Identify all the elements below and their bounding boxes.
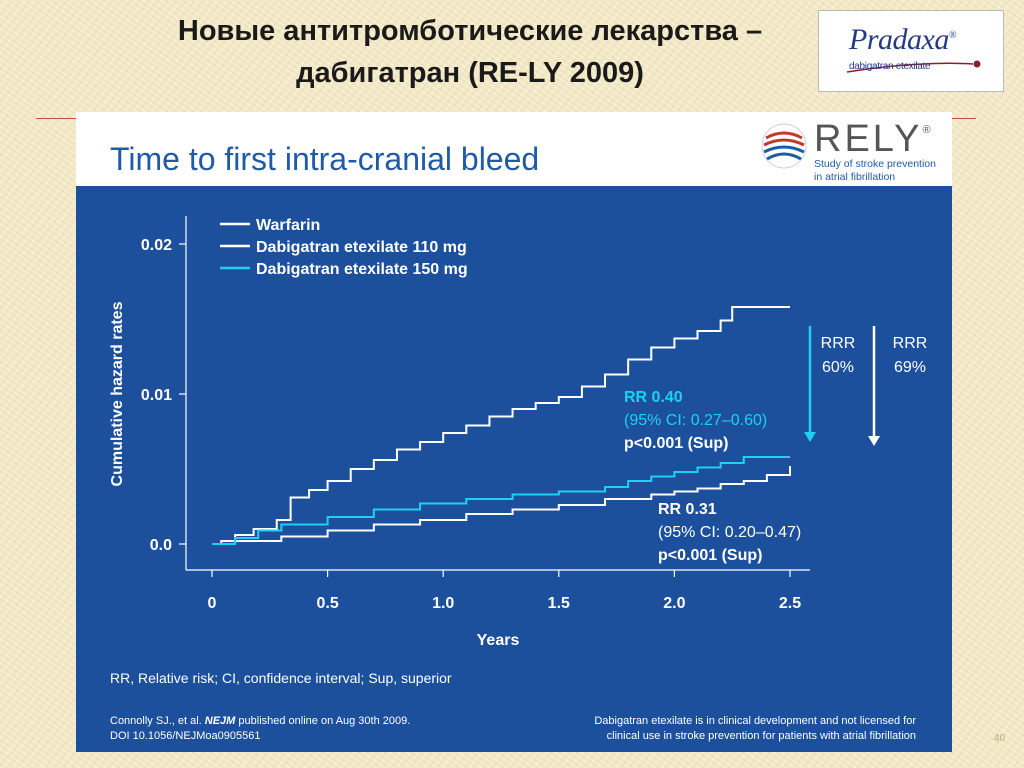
legend-label-2: Dabigatran etexilate 110 mg xyxy=(256,239,467,256)
rely-logo-tagline: Study of stroke prevention in atrial fib… xyxy=(814,158,952,184)
annotation-4: RR 0.31 xyxy=(658,501,717,518)
panel-header: Time to first intra-cranial bleed RELY® … xyxy=(76,112,952,186)
citation-journal: NEJM xyxy=(204,715,236,727)
chart-footnote: RR, Relative risk; CI, confidence interv… xyxy=(110,670,452,686)
x-tick-label: 0 xyxy=(208,595,217,612)
y-axis-label: Cumulative hazard rates xyxy=(109,301,126,486)
citation: Connolly SJ., et al. NEJM published onli… xyxy=(110,714,410,744)
disclaimer: Dabigatran etexilate is in clinical deve… xyxy=(594,714,916,744)
slide-panel: Time to first intra-cranial bleed RELY® … xyxy=(76,112,952,752)
annotation-2: (95% CI: 0.27–0.60) xyxy=(624,412,767,429)
rely-globe-icon xyxy=(761,123,807,169)
annotation-1: RR 0.40 xyxy=(624,389,683,406)
x-tick-label: 2.0 xyxy=(663,595,685,612)
citation-doi: DOI 10.1056/NEJMoa0905561 xyxy=(110,730,261,742)
x-axis-label: Years xyxy=(477,632,520,649)
series-line-3 xyxy=(212,456,790,545)
rely-logo: RELY® Study of stroke prevention in atri… xyxy=(758,116,948,183)
rely-logo-name: RELY® xyxy=(814,118,931,160)
y-tick-label: 0.0 xyxy=(150,537,172,554)
chart-area: 0.0 0.01 0.02 0 0.5 1.0 1.5 2.0 2.5 Years Cumulati… xyxy=(76,186,952,752)
y-tick-label: 0.02 xyxy=(141,237,172,254)
citation-author: Connolly SJ., et al. xyxy=(110,715,205,727)
chart-heading: Time to first intra-cranial bleed xyxy=(110,141,540,177)
pradaxa-logo: Pradaxa® dabigatran etexilate xyxy=(818,10,1004,92)
rrr-label-2-line-1: RRR xyxy=(893,335,928,352)
rrr-label-1-line-1: RRR xyxy=(821,335,856,352)
citation-published: published online on Aug 30th 2009. xyxy=(235,715,411,727)
x-tick-label: 1.5 xyxy=(548,595,570,612)
series-line-2 xyxy=(212,466,791,545)
legend-label-1: Warfarin xyxy=(256,217,320,234)
slide-title-line-2: дабигатран (RE-LY 2009) xyxy=(296,57,644,89)
rrr-arrow-head-1 xyxy=(804,432,816,442)
annotation-6: p<0.001 (Sup) xyxy=(658,547,762,564)
disclaimer-line-1: Dabigatran etexilate is in clinical deve… xyxy=(594,715,916,727)
y-tick-label: 0.01 xyxy=(141,387,172,404)
x-tick-label: 0.5 xyxy=(316,595,338,612)
pradaxa-logo-name: Pradaxa® xyxy=(849,23,956,56)
slide-title-line-1: Новые антитромботические лекарства – xyxy=(177,15,763,47)
legend-label-3: Dabigatran etexilate 150 mg xyxy=(256,261,468,278)
rely-tagline-line-1: Study of stroke prevention xyxy=(814,158,936,170)
annotation-3: p<0.001 (Sup) xyxy=(624,435,728,452)
slide-title: Новые антитромботические лекарства – даб… xyxy=(110,10,830,94)
page-number: 40 xyxy=(994,733,1006,744)
pradaxa-logo-subname: dabigatran etexilate xyxy=(849,61,931,72)
rely-tagline-line-2: in atrial fibrillation xyxy=(814,171,896,183)
rrr-label-1-line-2: 60% xyxy=(822,359,854,376)
x-tick-label: 1.0 xyxy=(432,595,454,612)
rrr-label-2-line-2: 69% xyxy=(894,359,926,376)
rrr-arrow-head-2 xyxy=(868,436,880,446)
hazard-chart: 0.0 0.01 0.02 0 0.5 1.0 1.5 2.0 2.5 Years Cumulati… xyxy=(109,216,928,649)
series-line-1 xyxy=(212,306,790,545)
x-tick-label: 2.5 xyxy=(779,595,801,612)
annotation-5: (95% CI: 0.20–0.47) xyxy=(658,524,801,541)
pradaxa-swoosh-icon xyxy=(846,60,981,73)
disclaimer-line-2: clinical use in stroke prevention for pa… xyxy=(606,730,916,742)
